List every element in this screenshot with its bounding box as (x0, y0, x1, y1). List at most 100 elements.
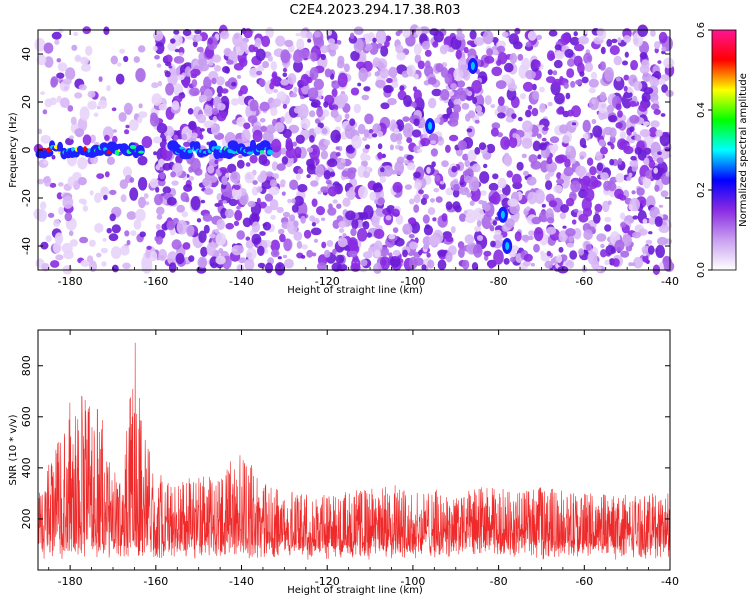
x-tick-label: -180 (58, 275, 83, 288)
heatmap-cell (336, 40, 342, 45)
heatmap-cell (138, 196, 146, 209)
heatmap-cell (238, 257, 247, 264)
heatmap-cell (423, 225, 433, 236)
heatmap-cell (364, 144, 371, 150)
heatmap-cell (43, 159, 48, 165)
heatmap-cell (471, 80, 482, 94)
heatmap-cell (657, 78, 666, 85)
heatmap-cell (371, 216, 380, 227)
heatmap-cell (422, 214, 430, 224)
heatmap-cell (226, 59, 234, 65)
heatmap-cell (437, 259, 447, 271)
heatmap-cell (70, 116, 77, 125)
heatmap-cell (104, 134, 110, 141)
heatmap-cell (443, 113, 450, 119)
heatmap-cell (567, 109, 574, 117)
heatmap-cell (630, 155, 637, 161)
heatmap-cell (103, 26, 110, 35)
heatmap-cell (307, 87, 319, 100)
heatmap-cell (509, 52, 518, 64)
heatmap-cell (309, 110, 316, 118)
heatmap-cell (371, 133, 378, 138)
heatmap-cell (486, 48, 493, 57)
heatmap-cell (582, 133, 589, 140)
heatmap-cell (600, 146, 608, 155)
spectrogram-y-label: Frequency (Hz) (8, 112, 19, 188)
heatmap-cell (565, 228, 576, 237)
x-tick-label: -80 (490, 275, 508, 288)
heatmap-cell (196, 218, 202, 223)
heatmap-cell (568, 235, 574, 242)
heatmap-marks (33, 24, 675, 276)
heatmap-cell (282, 103, 287, 109)
snr-line (37, 342, 671, 560)
heatmap-cell (599, 61, 606, 71)
heatmap-cell (648, 231, 653, 235)
heatmap-cell (222, 200, 228, 204)
heatmap-cell (585, 244, 592, 251)
heatmap-cell (300, 215, 306, 224)
heatmap-cell (246, 247, 257, 260)
heatmap-cell (434, 174, 441, 182)
heatmap-cell (413, 194, 421, 204)
heatmap-cell (462, 69, 471, 81)
heatmap-cell (522, 81, 534, 92)
heatmap-cell (362, 220, 370, 230)
heatmap-cell (242, 217, 252, 228)
heatmap-cell (540, 160, 549, 173)
heatmap-cell (149, 114, 160, 127)
heatmap-cell (640, 200, 645, 204)
heatmap-cell (123, 55, 129, 63)
heatmap-cell (528, 154, 538, 164)
heatmap-cell (653, 109, 661, 115)
heatmap-cell (86, 255, 94, 263)
heatmap-cell (264, 193, 274, 202)
heatmap-cell (611, 38, 618, 44)
heatmap-cell (331, 88, 338, 98)
heatmap-cell (313, 238, 319, 243)
heatmap-cell (344, 123, 356, 140)
heatmap-cell (228, 198, 238, 207)
heatmap-cell (155, 236, 163, 245)
heatmap-cell (402, 223, 413, 235)
heatmap-cell (448, 118, 459, 127)
heatmap-cell (411, 129, 422, 138)
heatmap-cell (296, 240, 303, 249)
heatmap-cell (289, 214, 296, 222)
heatmap-cell (58, 206, 65, 216)
heatmap-cell (210, 123, 220, 136)
heatmap-cell (588, 78, 599, 88)
heatmap-cell (525, 206, 531, 211)
heatmap-cell (337, 55, 345, 65)
heatmap-cell (139, 231, 146, 238)
heatmap-cell (395, 44, 404, 54)
heatmap-cell (404, 184, 412, 190)
heatmap-cell (539, 86, 545, 93)
heatmap-cell (489, 226, 495, 232)
heatmap-cell (605, 245, 615, 255)
heatmap-cell (622, 60, 628, 66)
heatmap-cell (549, 53, 556, 60)
heatmap-cell (637, 24, 649, 37)
heatmap-cell (233, 220, 240, 227)
heatmap-cell (633, 80, 643, 91)
heatmap-cell (293, 60, 303, 73)
heatmap-cell (596, 162, 604, 172)
heatmap-cell (323, 101, 329, 108)
heatmap-cell (440, 89, 450, 101)
heatmap-cell (144, 201, 150, 206)
heatmap-cell (660, 190, 669, 198)
heatmap-cell (517, 116, 523, 122)
heatmap-cell (328, 38, 336, 45)
heatmap-cell (421, 264, 427, 271)
heatmap-cell (283, 238, 292, 252)
heatmap-cell (269, 179, 278, 188)
heatmap-cell (560, 204, 569, 213)
heatmap-cell (542, 126, 549, 131)
heatmap-feature-core (83, 146, 87, 152)
heatmap-cell (464, 234, 475, 244)
heatmap-cell (476, 220, 482, 227)
heatmap-cell (609, 127, 617, 138)
heatmap-cell (497, 104, 506, 114)
heatmap-cell (198, 94, 208, 102)
